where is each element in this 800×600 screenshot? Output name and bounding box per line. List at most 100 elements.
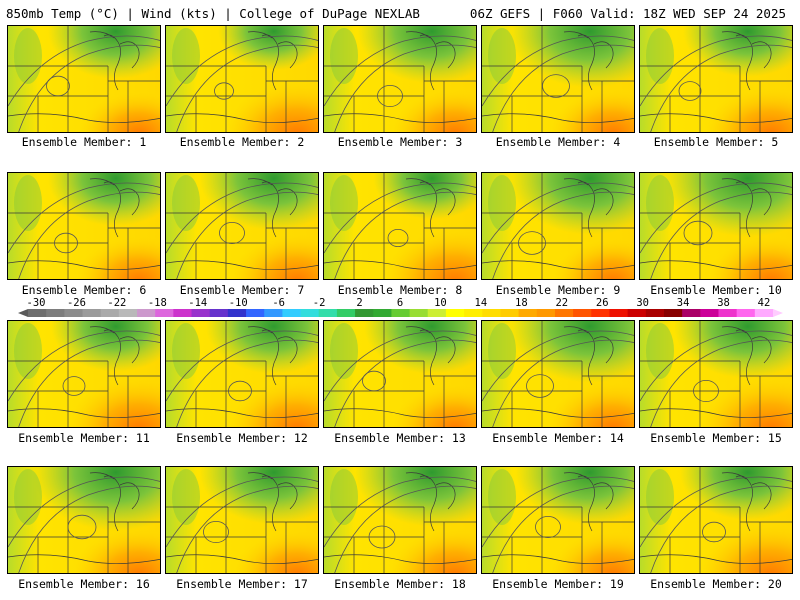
ensemble-map-panel [7,25,161,133]
ensemble-map-panel [639,466,793,574]
colorbar-tick-label: 18 [515,297,528,309]
colorbar-swatch [137,309,156,317]
ensemble-member-label: Ensemble Member: 9 [495,283,621,297]
colorbar-tick-label: 34 [676,297,690,309]
ensemble-map-panel [165,25,319,133]
colorbar-max-arrow [773,309,783,317]
colorbar-swatch [591,309,610,317]
colorbar-swatch [300,309,320,317]
colorbar-swatch [28,309,47,317]
colorbar-swatch [155,309,174,317]
ensemble-member-label: Ensemble Member: 1 [21,135,147,149]
ensemble-member-label: Ensemble Member: 20 [650,577,782,591]
colorbar-swatch [663,309,683,317]
ensemble-member-label: Ensemble Member: 10 [650,283,782,297]
ensemble-map-panel [323,320,477,428]
colorbar-swatch [227,309,247,317]
colorbar-swatch [627,309,647,317]
ensemble-member-label: Ensemble Member: 7 [179,283,305,297]
colorbar-tick-label: -6 [272,297,285,309]
colorbar-swatch [536,309,556,317]
colorbar-swatch [246,309,265,317]
ensemble-member-label: Ensemble Member: 12 [176,431,308,445]
ensemble-map-panel [481,466,635,574]
colorbar-tick-label: 14 [474,297,488,309]
colorbar-swatch [100,309,120,317]
colorbar-swatch [391,309,411,317]
colorbar-min-arrow [18,309,28,317]
colorbar-swatch [500,309,520,317]
ensemble-member-label: Ensemble Member: 16 [18,577,150,591]
colorbar-swatch [318,309,338,317]
colorbar-tick-label: 2 [356,297,363,309]
colorbar-swatch [282,309,302,317]
colorbar-swatch [645,309,665,317]
run-valid-time: 06Z GEFS | F060 Valid: 18Z WED SEP 24 20… [469,6,786,21]
ensemble-member-label: Ensemble Member: 18 [334,577,466,591]
ensemble-map-panel [639,25,793,133]
colorbar-swatch [336,309,356,317]
colorbar-swatch [209,309,229,317]
colorbar-tick-label: -14 [188,297,208,309]
colorbar-swatch [718,309,738,317]
ensemble-map-panel [323,25,477,133]
colorbar-swatch [64,309,84,317]
colorbar-swatch [191,309,211,317]
colorbar-swatch [427,309,447,317]
ensemble-map-panel [481,320,635,428]
ensemble-map-panel [7,320,161,428]
ensemble-member-label: Ensemble Member: 17 [176,577,308,591]
ensemble-member-label: Ensemble Member: 2 [179,135,305,149]
colorbar-swatch [682,309,701,317]
temperature-colorbar [18,309,783,317]
colorbar-tick-label: -26 [66,297,86,309]
colorbar-tick-label: -22 [107,297,127,309]
colorbar-tick-label: 6 [396,297,404,309]
ensemble-member-label: Ensemble Member: 6 [21,283,147,297]
colorbar-swatch [518,309,538,317]
ensemble-map-panel [481,172,635,280]
colorbar-tick-label: 10 [434,297,447,309]
colorbar-tick-label: 38 [717,297,730,309]
colorbar-swatch [754,309,774,317]
colorbar-swatch [736,309,756,317]
ensemble-map-panel [639,320,793,428]
ensemble-member-label: Ensemble Member: 3 [337,135,463,149]
ensemble-member-label: Ensemble Member: 15 [650,431,782,445]
ensemble-map-panel [7,172,161,280]
ensemble-map-panel [481,25,635,133]
colorbar-swatch [264,309,283,317]
ensemble-member-label: Ensemble Member: 13 [334,431,466,445]
map-title: 850mb Temp (°C) | Wind (kts) | College o… [6,6,420,21]
ensemble-map-panel [639,172,793,280]
colorbar-swatch [373,309,392,317]
ensemble-member-label: Ensemble Member: 14 [492,431,624,445]
colorbar-swatch [173,309,193,317]
ensemble-member-label: Ensemble Member: 4 [495,135,621,149]
ensemble-map-panel [165,466,319,574]
colorbar-tick-label: 42 [757,297,771,309]
colorbar-tick-label: 22 [555,297,569,309]
colorbar-tick-label: -30 [26,297,46,309]
colorbar-swatch [409,309,429,317]
colorbar-tick-label: -18 [147,297,167,309]
ensemble-map-panel [7,466,161,574]
ensemble-map-panel [165,320,319,428]
colorbar-tick-label: 30 [636,297,649,309]
colorbar-swatch [482,309,501,317]
colorbar-swatch [46,309,65,317]
colorbar-swatch [355,309,374,317]
colorbar-swatch [609,309,629,317]
ensemble-map-panel [165,172,319,280]
ensemble-member-label: Ensemble Member: 19 [492,577,624,591]
colorbar-swatch [464,309,483,317]
colorbar-swatch [700,309,719,317]
colorbar-tick-label: 26 [595,297,609,309]
ensemble-member-label: Ensemble Member: 8 [337,283,463,297]
ensemble-member-label: Ensemble Member: 11 [18,431,150,445]
colorbar-tick-label: -10 [228,297,248,309]
ensemble-map-panel [323,172,477,280]
colorbar-swatch [573,309,592,317]
colorbar-swatch [118,309,138,317]
colorbar-swatch [82,309,102,317]
